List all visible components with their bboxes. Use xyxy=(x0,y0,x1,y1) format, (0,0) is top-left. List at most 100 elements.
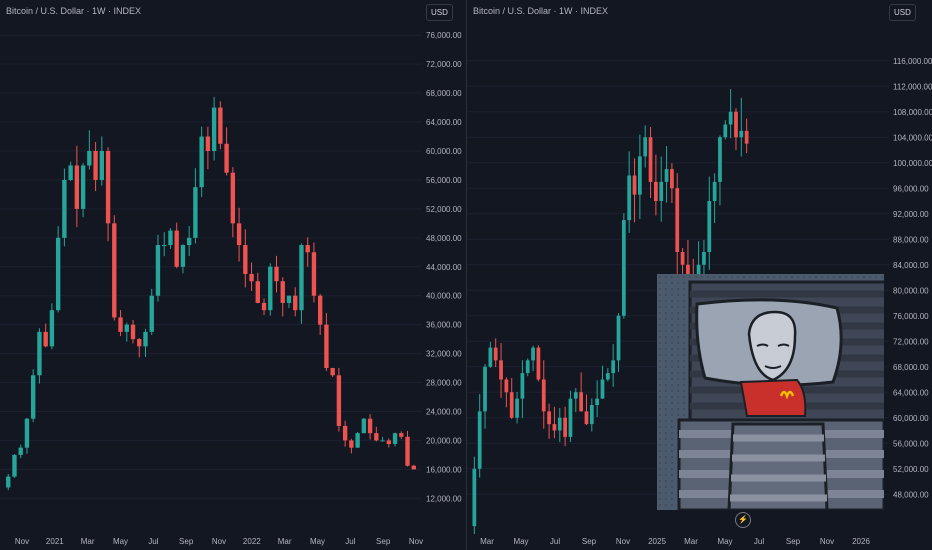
candle-body xyxy=(355,433,360,448)
candle-body xyxy=(193,187,198,238)
lightning-icon[interactable]: ⚡ xyxy=(735,512,751,528)
candle-body xyxy=(702,252,706,265)
candle-body xyxy=(536,347,541,380)
time-tick-label: Jul xyxy=(754,537,764,546)
candle-body xyxy=(336,375,342,426)
right-chart-title: Bitcoin / U.S. Dollar · 1W · INDEX xyxy=(473,6,609,16)
candle-body xyxy=(547,411,551,425)
candle-body xyxy=(311,252,317,296)
candle-body xyxy=(509,392,514,418)
candle-body xyxy=(180,245,186,267)
price-tick-label: 12,000.00 xyxy=(426,494,462,503)
candle-body xyxy=(24,418,30,448)
wojak-in-bed-image xyxy=(657,274,884,510)
candle-body xyxy=(616,315,621,361)
price-tick-label: 68,000.00 xyxy=(893,363,929,372)
candle-body xyxy=(380,440,385,442)
candle-body xyxy=(520,373,525,399)
candle-body xyxy=(493,347,498,361)
candle-body xyxy=(712,181,717,201)
price-tick-label: 20,000.00 xyxy=(426,436,462,445)
price-tick-label: 64,000.00 xyxy=(893,388,929,397)
price-tick-label: 96,000.00 xyxy=(893,184,929,193)
time-tick-label: Nov xyxy=(212,537,226,546)
time-tick-label: 2021 xyxy=(46,537,64,546)
candle-body xyxy=(230,172,236,224)
candle-body xyxy=(55,237,61,311)
candle-body xyxy=(605,373,610,380)
candle-body xyxy=(324,324,329,369)
time-tick-label: Sep xyxy=(376,537,391,546)
candle-body xyxy=(728,111,733,125)
left-chart[interactable]: 76,000.00 72,000.00 68,000.00 64,000.00 60,0… xyxy=(0,0,466,550)
time-tick-label: Sep xyxy=(786,537,801,546)
candle-body xyxy=(249,274,254,282)
candle-body xyxy=(472,468,477,527)
price-tick-label: 40,000.00 xyxy=(426,292,462,301)
candle-body xyxy=(12,454,17,477)
time-tick-label: Nov xyxy=(15,537,29,546)
price-tick-label: 24,000.00 xyxy=(426,407,462,416)
time-tick-label: May xyxy=(513,537,528,546)
price-tick-label: 72,000.00 xyxy=(426,60,462,69)
candle-body xyxy=(632,175,637,195)
price-tick-label: 28,000.00 xyxy=(426,379,462,388)
candle-body xyxy=(488,347,493,367)
candle-body xyxy=(168,230,173,246)
price-tick-label: 116,000.00 xyxy=(893,57,932,66)
candle-body xyxy=(280,281,285,303)
candle-body xyxy=(49,310,55,347)
price-tick-label: 56,000.00 xyxy=(893,439,929,448)
candle-body xyxy=(211,107,217,151)
left-chart-panel[interactable]: 76,000.00 72,000.00 68,000.00 64,000.00 60,0… xyxy=(0,0,466,550)
candle-body xyxy=(483,366,487,412)
candle-body xyxy=(137,339,142,347)
price-tick-label: 16,000.00 xyxy=(426,465,462,474)
candle-body xyxy=(112,223,117,318)
left-currency-button[interactable]: USD xyxy=(426,4,453,21)
price-tick-label: 76,000.00 xyxy=(893,312,929,321)
candle-body xyxy=(563,417,567,437)
candle-body xyxy=(531,347,535,361)
candle-body xyxy=(261,302,267,311)
price-tick-label: 48,000.00 xyxy=(893,490,929,499)
candle-body xyxy=(595,398,600,405)
candle-body xyxy=(205,136,211,151)
right-currency-button[interactable]: USD xyxy=(889,4,916,21)
time-tick-label: Nov xyxy=(409,537,423,546)
time-tick-label: Mar xyxy=(684,537,698,546)
candle-body xyxy=(218,107,223,144)
candle-body xyxy=(573,392,578,399)
candle-body xyxy=(31,375,36,419)
time-tick-label: Jul xyxy=(148,537,158,546)
candle-body xyxy=(361,418,367,434)
price-tick-label: 64,000.00 xyxy=(426,118,462,127)
candle-body xyxy=(330,368,335,376)
candle-body xyxy=(274,266,279,282)
candle-body xyxy=(643,137,648,157)
price-tick-label: 52,000.00 xyxy=(426,205,462,214)
candle-body xyxy=(627,175,632,221)
candle-body xyxy=(162,245,167,247)
candle-body xyxy=(37,331,42,376)
candle-body xyxy=(18,447,23,455)
time-tick-label: May xyxy=(717,537,732,546)
candle-body xyxy=(707,201,712,252)
price-tick-label: 100,000.00 xyxy=(893,159,932,168)
time-tick-label: 2022 xyxy=(243,537,261,546)
price-tick-label: 56,000.00 xyxy=(426,176,462,185)
time-tick-label: Mar xyxy=(278,537,292,546)
candle-body xyxy=(552,424,557,431)
candle-body xyxy=(349,440,354,448)
candle-body xyxy=(621,220,626,316)
time-tick-label: Mar xyxy=(480,537,494,546)
price-tick-label: 52,000.00 xyxy=(893,465,929,474)
left-chart-title: Bitcoin / U.S. Dollar · 1W · INDEX xyxy=(6,6,142,16)
candle-body xyxy=(62,179,67,238)
candle-body xyxy=(143,331,148,347)
candle-body xyxy=(515,398,519,418)
time-tick-label: Nov xyxy=(820,537,834,546)
candle-body xyxy=(105,151,111,224)
price-tick-label: 72,000.00 xyxy=(893,337,929,346)
candle-body xyxy=(399,433,404,437)
